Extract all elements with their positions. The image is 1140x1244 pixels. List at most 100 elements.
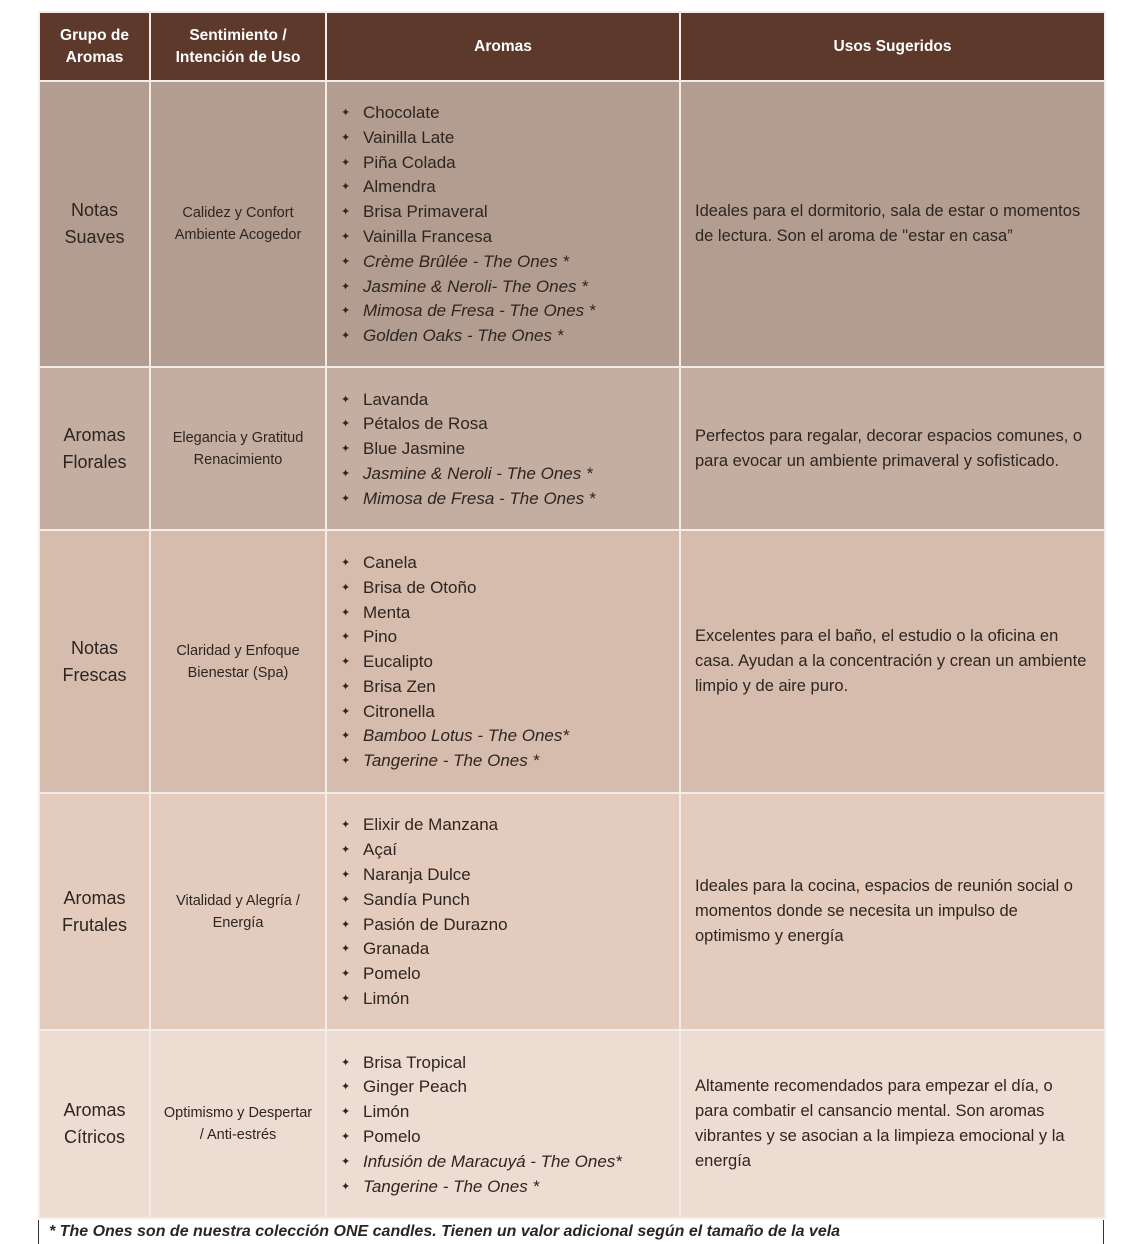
aroma-item: ✦ Limón bbox=[341, 987, 669, 1012]
aromas-cell: ✦ Canela ✦ Brisa de Otoño ✦ Menta ✦ Pino ✦ Eucali… bbox=[325, 529, 681, 794]
uses-cell: Excelentes para el baño, el estudio o la… bbox=[679, 529, 1106, 794]
feeling-cell: Optimismo y Despertar / Anti-estrés bbox=[149, 1029, 327, 1219]
aroma-item: ✦ Ginger Peach bbox=[341, 1075, 669, 1100]
aroma-item: ✦ Mimosa de Fresa - The Ones * bbox=[341, 299, 669, 324]
uses-cell: Perfectos para regalar, decorar espacios… bbox=[679, 366, 1106, 531]
group-cell: Aromas Frutales bbox=[38, 792, 151, 1031]
star-bullet-icon: ✦ bbox=[341, 443, 351, 456]
feeling-cell: Vitalidad y Alegría / Energía bbox=[149, 792, 327, 1031]
star-bullet-icon: ✦ bbox=[341, 1081, 351, 1094]
aromas-cell: ✦ Brisa Tropical ✦ Ginger Peach ✦ Limón ✦ Pomel… bbox=[325, 1029, 681, 1219]
aroma-item: ✦ Vainilla Late bbox=[341, 126, 669, 151]
uses-cell: Ideales para el dormitorio, sala de esta… bbox=[679, 80, 1106, 368]
aroma-item: ✦ Limón bbox=[341, 1100, 669, 1125]
aroma-item: ✦ Pétalos de Rosa bbox=[341, 412, 669, 437]
aroma-item: ✦ Eucalipto bbox=[341, 650, 669, 675]
aroma-item: ✦ Brisa de Otoño bbox=[341, 576, 669, 601]
star-bullet-icon: ✦ bbox=[341, 868, 351, 881]
star-bullet-icon: ✦ bbox=[341, 556, 351, 569]
aroma-item: ✦ Blue Jasmine bbox=[341, 437, 669, 462]
aroma-item: ✦ Tangerine - The Ones * bbox=[341, 1175, 669, 1200]
star-bullet-icon: ✦ bbox=[341, 680, 351, 693]
header-row: Grupo de Aromas Sentimiento / Intención … bbox=[38, 11, 1106, 82]
aroma-item: ✦ Pomelo bbox=[341, 962, 669, 987]
star-bullet-icon: ✦ bbox=[341, 231, 351, 243]
star-bullet-icon: ✦ bbox=[341, 467, 351, 480]
aroma-item: ✦ Tangerine - The Ones * bbox=[341, 749, 669, 774]
aroma-item: ✦ Mimosa de Fresa - The Ones * bbox=[341, 487, 669, 512]
aroma-item: ✦ Golden Oaks - The Ones * bbox=[341, 324, 669, 349]
aroma-item: ✦ Piña Colada bbox=[341, 151, 669, 176]
aroma-item: ✦ Vainilla Francesa bbox=[341, 225, 669, 250]
star-bullet-icon: ✦ bbox=[341, 393, 351, 406]
group-cell: Aromas Cítricos bbox=[38, 1029, 151, 1219]
aromas-cell: ✦ Lavanda ✦ Pétalos de Rosa ✦ Blue Jasmine ✦ Ja… bbox=[325, 366, 681, 531]
group-cell: Notas Suaves bbox=[38, 80, 151, 368]
uses-cell: Altamente recomendados para empezar el d… bbox=[679, 1029, 1106, 1219]
aroma-item: ✦ Pasión de Durazno bbox=[341, 913, 669, 938]
uses-cell: Ideales para la cocina, espacios de reun… bbox=[679, 792, 1106, 1031]
aroma-list: ✦ Brisa Tropical ✦ Ginger Peach ✦ Limón ✦ Pomel… bbox=[341, 1051, 669, 1200]
star-bullet-icon: ✦ bbox=[341, 418, 351, 431]
star-bullet-icon: ✦ bbox=[341, 255, 351, 268]
table-row: Notas Suaves Calidez y Confort Ambiente … bbox=[38, 80, 1106, 368]
star-bullet-icon: ✦ bbox=[341, 1106, 351, 1119]
header-aromas: Aromas bbox=[325, 11, 681, 82]
aromas-cell: ✦ Elixir de Manzana ✦ Açaí ✦ Naranja Dulce ✦ Sa… bbox=[325, 792, 681, 1031]
aroma-item: ✦ Pino bbox=[341, 625, 669, 650]
group-name: Notas Frescas bbox=[62, 637, 127, 685]
feeling-cell: Elegancia y Gratitud Renacimiento bbox=[149, 366, 327, 531]
page-content: Grupo de Aromas Sentimiento / Intención … bbox=[38, 11, 1106, 1244]
star-bullet-icon: ✦ bbox=[341, 1155, 351, 1168]
header-uses: Usos Sugeridos bbox=[679, 11, 1106, 82]
table-row: Aromas Frutales Vitalidad y Alegría / En… bbox=[38, 792, 1106, 1031]
star-bullet-icon: ✦ bbox=[341, 918, 351, 931]
star-bullet-icon: ✦ bbox=[341, 893, 351, 906]
star-bullet-icon: ✦ bbox=[341, 606, 351, 619]
aroma-item: ✦ Granada bbox=[341, 937, 669, 962]
aroma-item: ✦ Naranja Dulce bbox=[341, 863, 669, 888]
star-bullet-icon: ✦ bbox=[341, 705, 351, 718]
aroma-item: ✦ Sandía Punch bbox=[341, 888, 669, 913]
aroma-list: ✦ Chocolate ✦ Vainilla Late ✦ Piña Colada ✦ Alm… bbox=[341, 101, 669, 349]
aroma-item: ✦ Almendra bbox=[341, 175, 669, 200]
table-row: Aromas Florales Elegancia y Gratitud Ren… bbox=[38, 366, 1106, 531]
star-bullet-icon: ✦ bbox=[341, 844, 351, 857]
star-bullet-icon: ✦ bbox=[341, 1131, 351, 1143]
aroma-item: ✦ Infusión de Maracuyá - The Ones* bbox=[341, 1150, 669, 1175]
group-name: Notas Suaves bbox=[64, 200, 125, 247]
star-bullet-icon: ✦ bbox=[341, 107, 351, 120]
aroma-item: ✦ Chocolate bbox=[341, 101, 669, 126]
table-row: Notas Frescas Claridad y Enfoque Bienest… bbox=[38, 529, 1106, 794]
group-name: Aromas Florales bbox=[62, 424, 127, 472]
star-bullet-icon: ✦ bbox=[341, 943, 351, 956]
group-name: Aromas Frutales bbox=[61, 887, 128, 935]
star-bullet-icon: ✦ bbox=[341, 581, 351, 594]
aroma-item: ✦ Açaí bbox=[341, 838, 669, 863]
aroma-item: ✦ Canela bbox=[341, 551, 669, 576]
footnote: * The Ones son de nuestra colección ONE … bbox=[38, 1220, 1104, 1244]
aroma-item: ✦ Menta bbox=[341, 601, 669, 626]
aroma-item: ✦ Elixir de Manzana bbox=[341, 813, 669, 838]
aroma-item: ✦ Jasmine & Neroli - The Ones * bbox=[341, 462, 669, 487]
aromas-cell: ✦ Chocolate ✦ Vainilla Late ✦ Piña Colada ✦ Alm… bbox=[325, 80, 681, 368]
star-bullet-icon: ✦ bbox=[341, 968, 351, 981]
star-bullet-icon: ✦ bbox=[341, 131, 351, 144]
aromas-table: Grupo de Aromas Sentimiento / Intención … bbox=[38, 11, 1106, 1219]
aroma-list: ✦ Canela ✦ Brisa de Otoño ✦ Menta ✦ Pino ✦ Eucali… bbox=[341, 551, 669, 774]
aroma-item: ✦ Lavanda bbox=[341, 388, 669, 413]
star-bullet-icon: ✦ bbox=[341, 156, 351, 169]
aroma-item: ✦ Jasmine & Neroli- The Ones * bbox=[341, 275, 669, 300]
aroma-list: ✦ Lavanda ✦ Pétalos de Rosa ✦ Blue Jasmine ✦ Ja… bbox=[341, 388, 669, 512]
star-bullet-icon: ✦ bbox=[341, 280, 351, 293]
star-bullet-icon: ✦ bbox=[341, 819, 351, 832]
aroma-item: ✦ Brisa Primaveral bbox=[341, 200, 669, 225]
star-bullet-icon: ✦ bbox=[341, 631, 351, 644]
feeling-cell: Claridad y Enfoque Bienestar (Spa) bbox=[149, 529, 327, 794]
header-feeling: Sentimiento / Intención de Uso bbox=[149, 11, 327, 82]
star-bullet-icon: ✦ bbox=[341, 206, 351, 219]
star-bullet-icon: ✦ bbox=[341, 1180, 351, 1193]
aroma-item: ✦ Brisa Zen bbox=[341, 675, 669, 700]
star-bullet-icon: ✦ bbox=[341, 656, 351, 669]
feeling-cell: Calidez y Confort Ambiente Acogedor bbox=[149, 80, 327, 368]
